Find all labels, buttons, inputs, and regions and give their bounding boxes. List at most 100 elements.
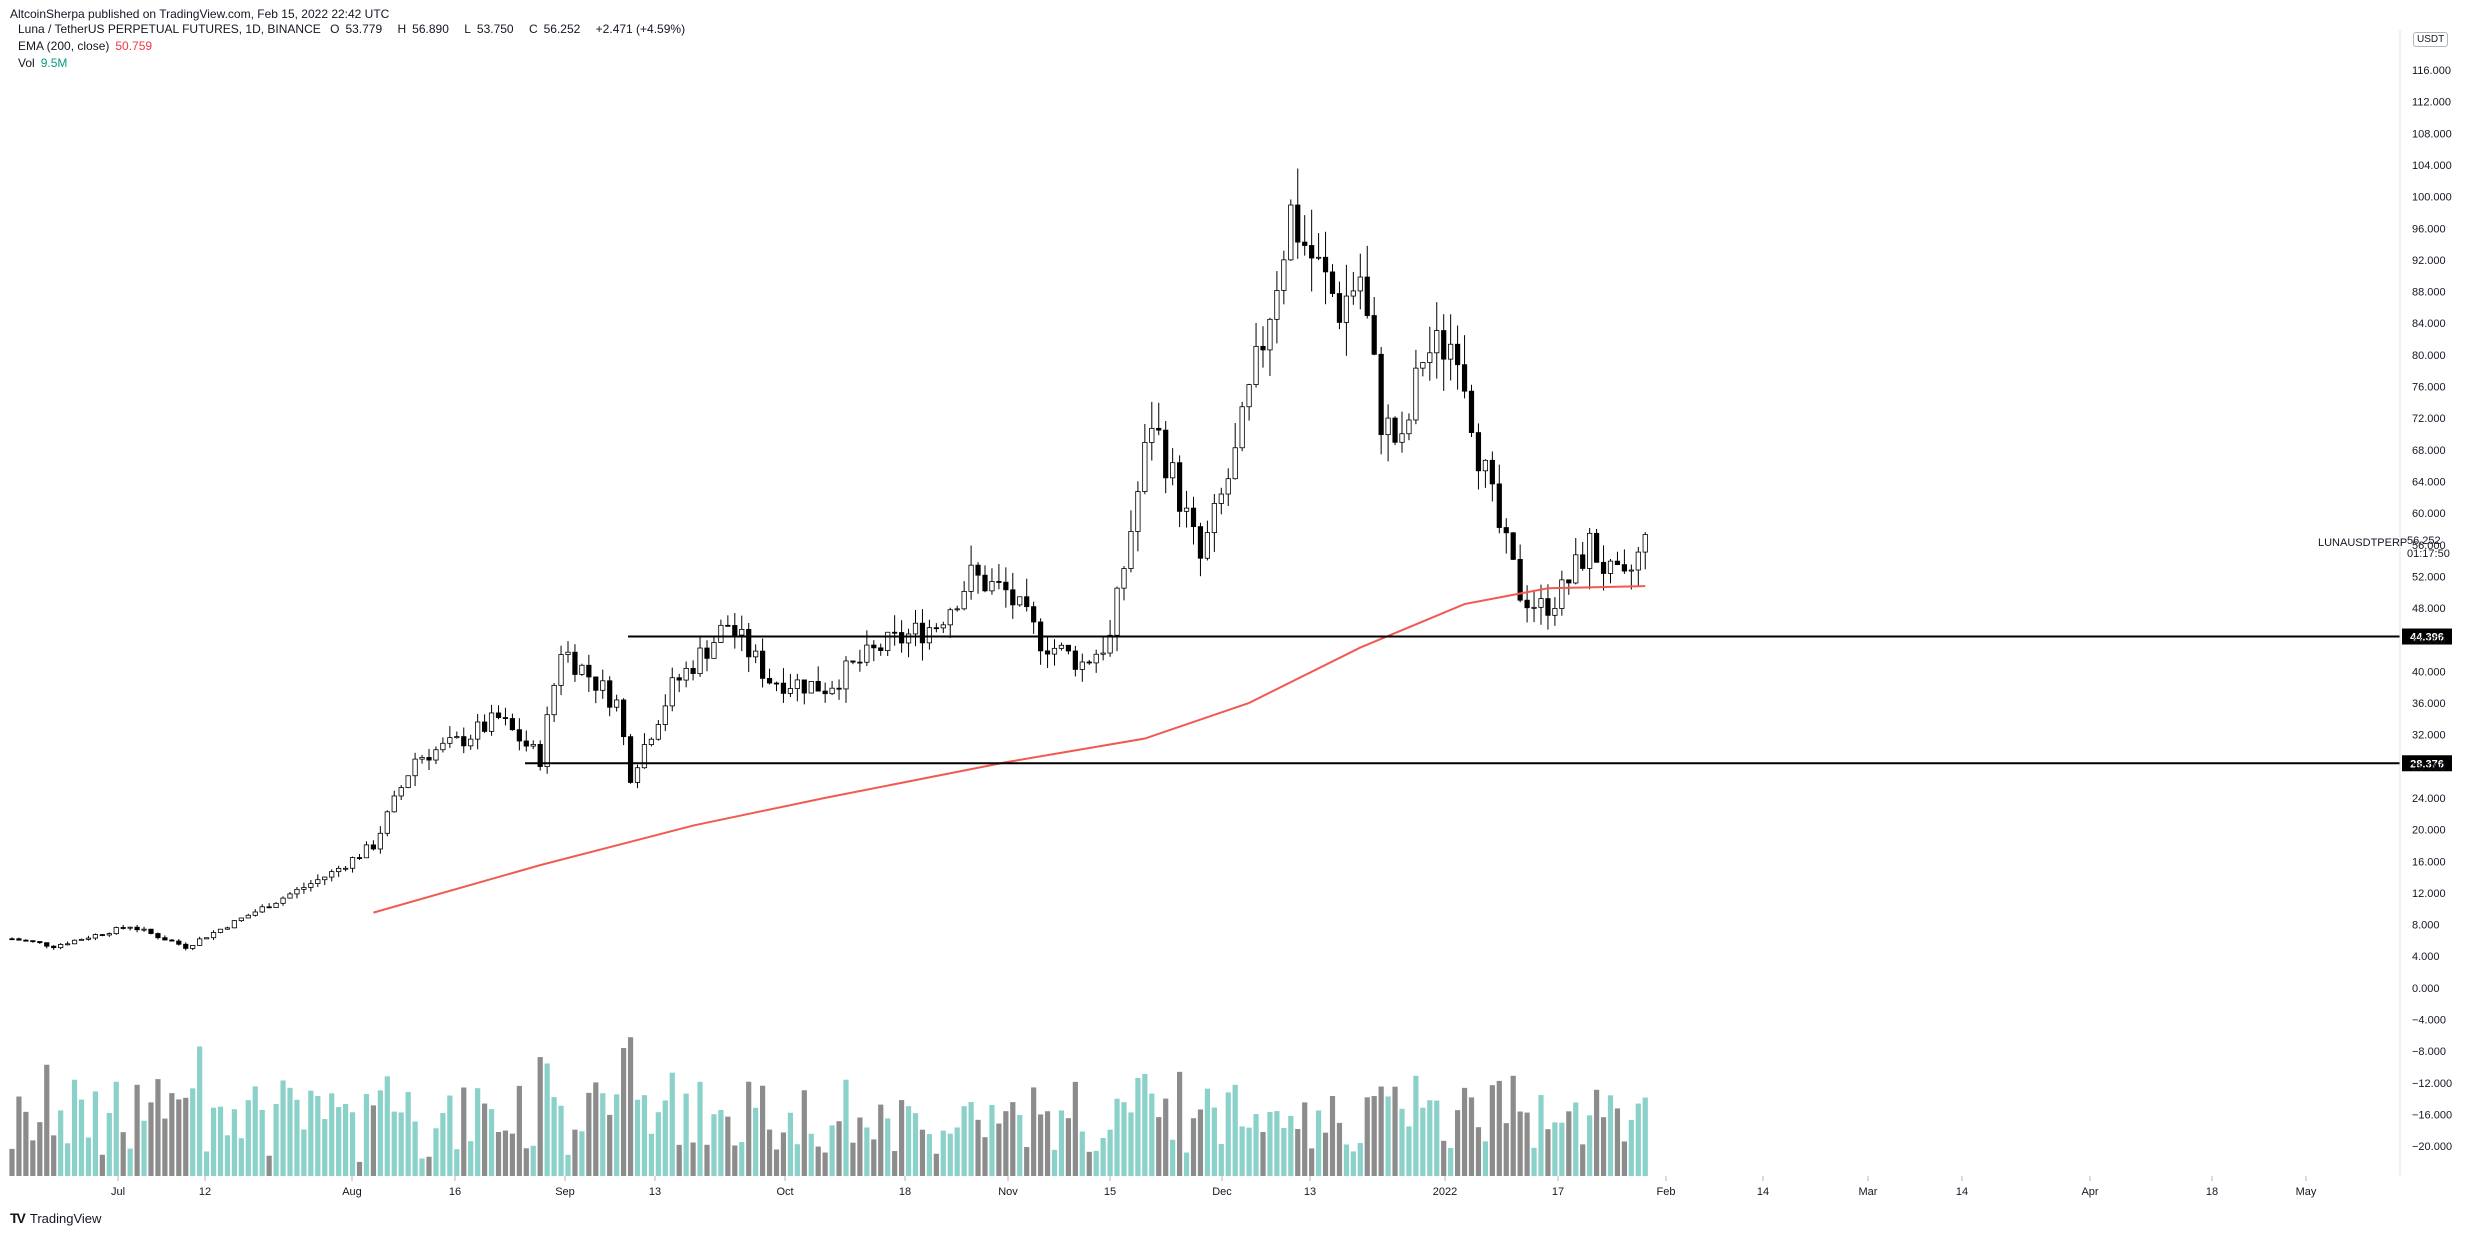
candle-body [940,624,946,629]
candle-body [1309,245,1315,259]
volume-legend[interactable]: Vol 9.5M [18,56,73,70]
candle-body [1635,551,1641,571]
volume-bar [495,1132,502,1176]
volume-bar [356,1161,363,1176]
candle-body [1274,290,1280,320]
time-tick-label: Sep [555,1186,575,1198]
volume-bar [1065,1118,1071,1176]
candle-body [224,927,231,930]
candle-body [238,917,244,922]
candle-body [245,914,251,919]
price-tick-label: 32.000 [2412,730,2446,742]
volume-bar [1288,1115,1294,1176]
candle-body [579,664,585,675]
price-axis[interactable]: 116.000 112.000 108.000 104.000 100.000 96.00… [2399,30,2452,1176]
volume-bar [1566,1111,1572,1176]
volume-bar [996,1123,1002,1176]
time-axis[interactable]: Jul 12 Aug 16 Sep 13 Oct 18 Nov 15 Dec 13 2022 17 Feb 1… [111,1176,2317,1198]
candle-body [30,940,36,943]
volume-bar [1156,1117,1162,1176]
volume-bar [461,1087,467,1176]
time-tick-label: 12 [199,1186,211,1198]
volume-bar [1461,1087,1468,1176]
candle-body [113,927,119,934]
volume-bar [899,1100,905,1176]
volume-bar [690,1142,696,1176]
volume-bar [1441,1140,1447,1176]
currency-badge[interactable]: USDT [2413,32,2449,47]
ema-legend[interactable]: EMA (200, close) 50.759 [18,39,158,53]
price-tick-label: 0.000 [2412,983,2440,995]
candle-body [523,740,529,747]
candle-body [558,654,564,686]
time-tick-label: Jul [111,1186,125,1198]
symbol-name[interactable]: Luna / TetherUS PERPETUAL FUTURES, 1D, B… [18,22,321,36]
candle-body [718,624,724,643]
volume-bar [892,1151,898,1176]
volume-bar [294,1099,300,1176]
time-tick-label: 2022 [1433,1186,1457,1198]
candle-body [1295,204,1301,243]
volume-bar [1336,1122,1343,1176]
candle-body [287,893,293,899]
candle-body [127,926,133,929]
volume-bar [1538,1095,1544,1176]
candle-body [1336,293,1343,323]
volume-bar [37,1122,43,1176]
candle-body [1364,276,1370,316]
tradingview-logo[interactable]: TV TradingView [10,1210,101,1226]
candle-body [71,939,78,945]
volume-bar [885,1118,891,1176]
volume-bar [1448,1147,1454,1176]
candle-body [1031,606,1037,623]
candle-body [1406,419,1412,435]
volume-bar [224,1135,231,1176]
volume-bar [1350,1151,1356,1176]
candle-body [982,574,988,592]
candle-body [78,938,85,941]
candle-body [148,928,154,934]
volume-bar [1594,1089,1600,1176]
volume-bar [621,1047,627,1176]
volume-bar [120,1132,126,1176]
volume-bar [85,1137,92,1176]
candle-body [1448,343,1454,360]
volume-bar [739,1142,745,1176]
symbol-legend[interactable]: Luna / TetherUS PERPETUAL FUTURES, 1D, B… [18,22,691,36]
price-tick-label: 72.000 [2412,413,2446,425]
candle-body [627,736,634,783]
volume-bar [148,1102,154,1176]
candle-body [1260,345,1266,351]
candle-body [801,679,807,694]
volume-bar [815,1146,821,1176]
candle-body [1114,587,1120,636]
candle-body [1246,384,1252,408]
candle-body [697,647,703,674]
candle-body [1107,634,1113,654]
candle-body [537,743,543,767]
horizontal-levels[interactable]: 44.396 28.376 [525,628,2452,772]
candle-body [1587,532,1593,569]
price-tick-label: −4.000 [2412,1015,2446,1027]
candle-body [1468,390,1475,433]
candle-body [1051,647,1058,655]
volume-bar [315,1096,321,1176]
volume-bar [753,1107,759,1176]
candle-body [864,644,870,663]
volume-bar [1621,1141,1627,1176]
candle-body [836,687,842,690]
volume-bar [864,1127,870,1176]
time-tick-label: 13 [1304,1186,1316,1198]
time-tick-label: 15 [1104,1186,1116,1198]
candle-body [919,622,926,644]
volume-bar [252,1086,258,1176]
price-tick-label: −8.000 [2412,1046,2446,1058]
candle-body [815,681,821,692]
candle-body [1079,661,1085,670]
candle-body [892,631,898,634]
time-tick-label: 16 [449,1186,461,1198]
volume-bar [794,1144,800,1176]
candle-body [1329,271,1336,294]
volume-bar [1204,1088,1210,1176]
